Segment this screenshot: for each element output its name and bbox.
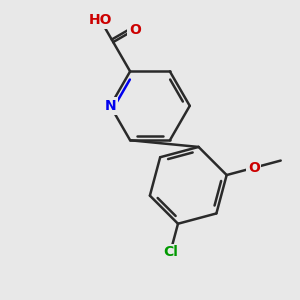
Text: O: O: [129, 22, 141, 37]
Text: Cl: Cl: [163, 245, 178, 259]
Text: N: N: [104, 99, 116, 113]
Text: HO: HO: [89, 14, 112, 27]
Text: O: O: [248, 161, 260, 175]
